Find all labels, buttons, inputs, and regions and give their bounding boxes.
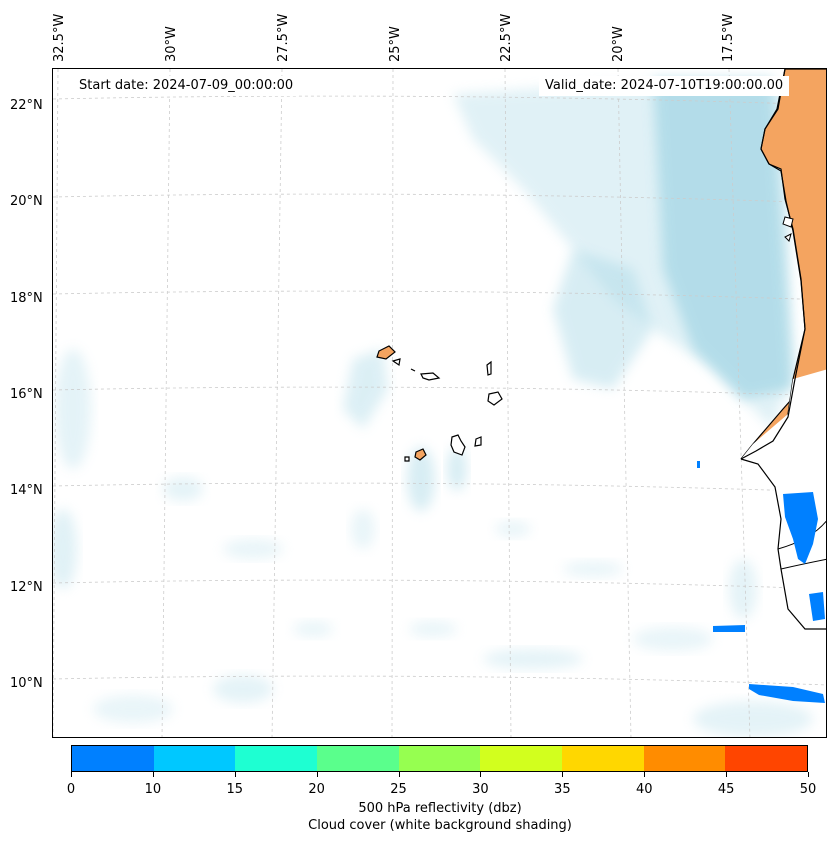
colorbar-tick-label: 45 bbox=[717, 782, 735, 797]
lat-label: 20°N bbox=[10, 194, 43, 209]
colorbar-tick-label: 15 bbox=[226, 782, 244, 797]
map-canvas bbox=[53, 69, 826, 737]
colorbar bbox=[71, 745, 808, 772]
start-date-label: Start date: 2024-07-09_00:00:00 bbox=[73, 76, 300, 96]
lon-label: 17.5°W bbox=[721, 13, 736, 62]
colorbar-tick-label: 50 bbox=[799, 782, 817, 797]
colorbar-tick-label: 0 bbox=[66, 782, 76, 797]
graticule bbox=[53, 69, 826, 737]
colorbar-bin bbox=[153, 746, 236, 771]
lon-label: 25°W bbox=[388, 26, 403, 62]
colorbar-bin bbox=[643, 746, 726, 771]
colorbar-bin bbox=[398, 746, 481, 771]
colorbar-tick-mark bbox=[644, 772, 646, 777]
colorbar-tick-mark bbox=[562, 772, 564, 777]
lon-label: 32.5°W bbox=[52, 13, 67, 62]
lon-label: 27.5°W bbox=[276, 13, 291, 62]
colorbar-bin bbox=[480, 746, 563, 771]
colorbar-tick-label: 40 bbox=[635, 782, 653, 797]
colorbar-tick-mark bbox=[726, 772, 728, 777]
lon-label: 30°W bbox=[164, 26, 179, 62]
lat-label: 12°N bbox=[10, 580, 43, 595]
lat-label: 22°N bbox=[10, 98, 43, 113]
lat-label: 18°N bbox=[10, 291, 43, 306]
lon-label: 20°W bbox=[611, 26, 626, 62]
cape-verde-islands bbox=[376, 345, 503, 462]
colorbar-bin bbox=[725, 746, 808, 771]
colorbar-label: 500 hPa reflectivity (dbz) bbox=[358, 801, 522, 816]
cloud-cover-shading bbox=[53, 79, 813, 737]
colorbar-tick-mark bbox=[398, 772, 400, 777]
colorbar-tick-mark bbox=[480, 772, 482, 777]
lat-label: 16°N bbox=[10, 387, 43, 402]
colorbar-tick-mark bbox=[152, 772, 154, 777]
colorbar-bin bbox=[235, 746, 318, 771]
valid-date-label: Valid_date: 2024-07-10T19:00:00.00 bbox=[539, 76, 790, 96]
lat-label: 14°N bbox=[10, 483, 43, 498]
reflectivity-regions bbox=[697, 461, 825, 703]
colorbar-tick-label: 30 bbox=[472, 782, 489, 797]
colorbar-tick-mark bbox=[71, 772, 72, 777]
lon-label: 22.5°W bbox=[499, 13, 514, 62]
colorbar-sublabel: Cloud cover (white background shading) bbox=[308, 818, 572, 833]
colorbar-bin bbox=[317, 746, 399, 771]
colorbar-tick-label: 35 bbox=[554, 782, 571, 797]
colorbar-tick-label: 20 bbox=[308, 782, 325, 797]
lat-label: 10°N bbox=[10, 676, 43, 691]
colorbar-bin bbox=[72, 746, 154, 771]
colorbar-tick-label: 25 bbox=[390, 782, 407, 797]
colorbar-tick-mark bbox=[808, 772, 809, 777]
map-panel[interactable] bbox=[52, 68, 827, 738]
colorbar-tick-mark bbox=[316, 772, 318, 777]
colorbar-tick-label: 10 bbox=[144, 782, 162, 797]
colorbar-bin bbox=[562, 746, 644, 771]
colorbar-tick-mark bbox=[234, 772, 236, 777]
